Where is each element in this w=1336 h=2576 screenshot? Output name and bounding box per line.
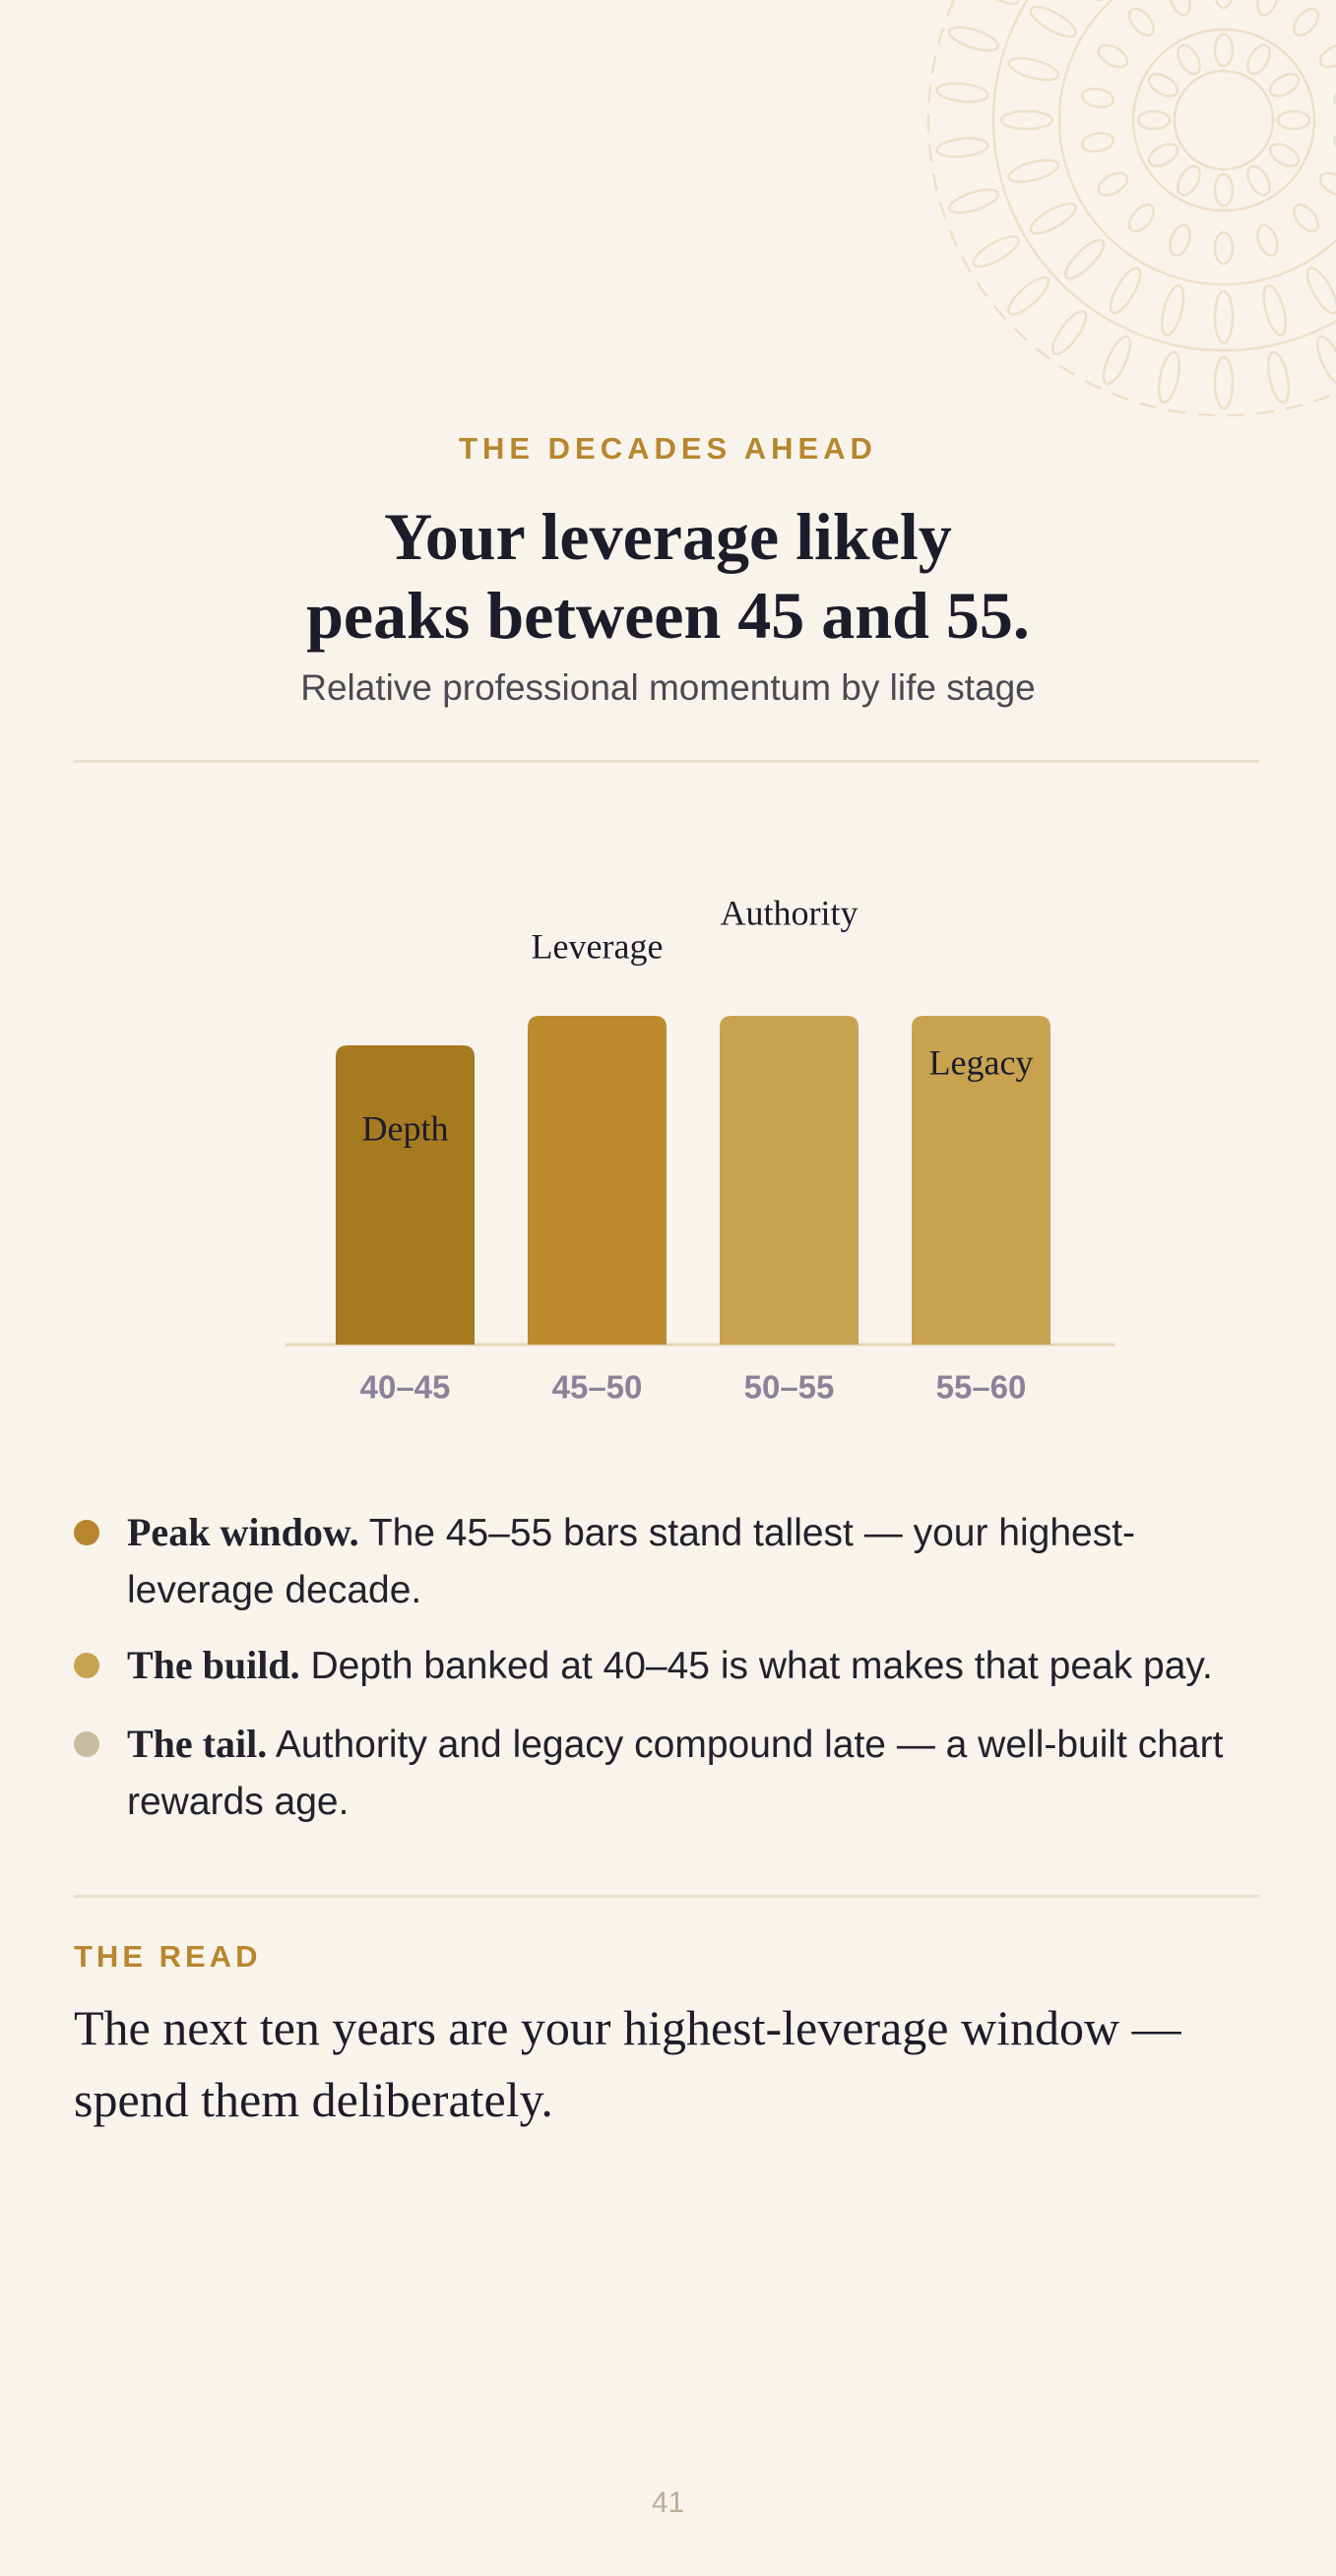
- x-tick-label: 55–60: [936, 1369, 1027, 1406]
- bar-label: Depth: [362, 1108, 449, 1148]
- decoration-petal: [1262, 283, 1288, 337]
- decoration-petal: [1268, 143, 1301, 167]
- decoration-petal: [1147, 143, 1179, 167]
- decoration-petal: [1213, 230, 1235, 266]
- decoration-petal: [1318, 171, 1336, 197]
- decoration-petal: [1063, 0, 1106, 2]
- decoration-petal: [1213, 32, 1235, 68]
- kicker: THE DECADES AHEAD: [459, 431, 877, 466]
- decoration-petal: [1127, 203, 1156, 233]
- decoration-petal: [1007, 276, 1050, 316]
- decoration-petal: [1177, 43, 1201, 76]
- note-text: The 45–55 bars stand tallest — your high…: [127, 1512, 1136, 1611]
- subtitle: Relative professional momentum by life s…: [300, 667, 1036, 708]
- decoration-petal: [1029, 202, 1078, 235]
- decoration-petal: [1276, 109, 1311, 131]
- bar-label: Legacy: [929, 1042, 1034, 1082]
- decoration-petal: [1213, 289, 1235, 345]
- decoration-petal: [1007, 158, 1060, 184]
- decoration-petal: [1080, 132, 1115, 154]
- decoration-petal: [1160, 283, 1185, 337]
- decoration-petal: [947, 188, 1000, 215]
- decoration-petal: [1063, 238, 1106, 281]
- decoration-petal: [1127, 7, 1156, 37]
- bar: [912, 1016, 1050, 1345]
- decoration-petal: [1007, 56, 1060, 82]
- note: Peak window. The 45–55 bars stand talles…: [127, 1504, 1269, 1619]
- note-text: Authority and legacy compound late — a w…: [127, 1724, 1224, 1823]
- bar: [720, 1016, 859, 1345]
- decoration-petal: [1318, 43, 1336, 69]
- x-tick-label: 50–55: [744, 1369, 835, 1406]
- note-lead: The tail.: [127, 1722, 268, 1766]
- decoration-petal: [1080, 87, 1115, 108]
- x-tick-label: 45–50: [552, 1369, 643, 1406]
- decoration-petal: [1256, 0, 1279, 17]
- bar: [336, 1045, 475, 1345]
- page-number: 41: [651, 2486, 685, 2519]
- decoration-petal: [1097, 43, 1129, 69]
- decoration-petal: [1315, 335, 1336, 386]
- bar-label: Authority: [721, 893, 859, 932]
- decoration-petal: [947, 26, 1000, 52]
- x-tick-label: 40–45: [360, 1369, 451, 1406]
- decoration-petal: [1213, 172, 1235, 208]
- decoration-petal: [935, 137, 989, 158]
- bullet-dot: [74, 1731, 99, 1757]
- divider: [74, 1895, 1259, 1898]
- decoration-petal: [972, 235, 1020, 268]
- decoration-petal: [1246, 164, 1271, 197]
- decoration-petal: [1029, 5, 1078, 38]
- title-line: peaks between 45 and 55.: [306, 578, 1030, 653]
- decoration-petal: [1256, 223, 1279, 257]
- decoration-petal: [1169, 223, 1191, 257]
- decoration-petal: [1266, 350, 1291, 404]
- decoration-petal: [1268, 73, 1301, 97]
- bullet-dot: [74, 1520, 99, 1545]
- bar-label: Leverage: [532, 926, 664, 966]
- decoration-petal: [1109, 266, 1142, 315]
- note: The build. Depth banked at 40–45 is what…: [127, 1637, 1269, 1695]
- note-text: Depth banked at 40–45 is what makes that…: [310, 1645, 1213, 1687]
- decoration-petal: [1136, 109, 1172, 131]
- bar: [528, 1016, 667, 1345]
- bullet-dot: [74, 1653, 99, 1678]
- decoration-petal: [999, 109, 1054, 131]
- divider: [74, 760, 1259, 763]
- decoration-petal: [1050, 310, 1088, 355]
- read-label: THE READ: [74, 1939, 262, 1974]
- decoration-petal: [1332, 132, 1336, 154]
- decoration-petal: [972, 0, 1020, 5]
- decoration-petal: [1214, 0, 1234, 10]
- decoration-petal: [935, 82, 989, 103]
- decoration-petal: [1292, 203, 1320, 233]
- decoration-petal: [1246, 43, 1271, 76]
- note: The tail. Authority and legacy compound …: [127, 1716, 1269, 1831]
- decoration: [926, 0, 1336, 417]
- decoration-petal: [1097, 171, 1129, 197]
- note-lead: The build.: [127, 1643, 300, 1687]
- decoration-petal: [1305, 266, 1336, 315]
- note-lead: Peak window.: [127, 1510, 359, 1554]
- decoration-petal: [1292, 7, 1320, 37]
- decoration-petal: [1177, 164, 1201, 197]
- decoration-petal: [1169, 0, 1191, 17]
- title-line: Your leverage likely: [384, 499, 952, 574]
- decoration-petal: [1213, 355, 1235, 410]
- decoration-petal: [1332, 87, 1336, 108]
- decoration-petal: [1147, 73, 1179, 97]
- decoration-petal: [1102, 335, 1132, 386]
- read-text: The next ten years are your highest-leve…: [74, 2000, 1181, 2127]
- decoration-petal: [1157, 350, 1181, 404]
